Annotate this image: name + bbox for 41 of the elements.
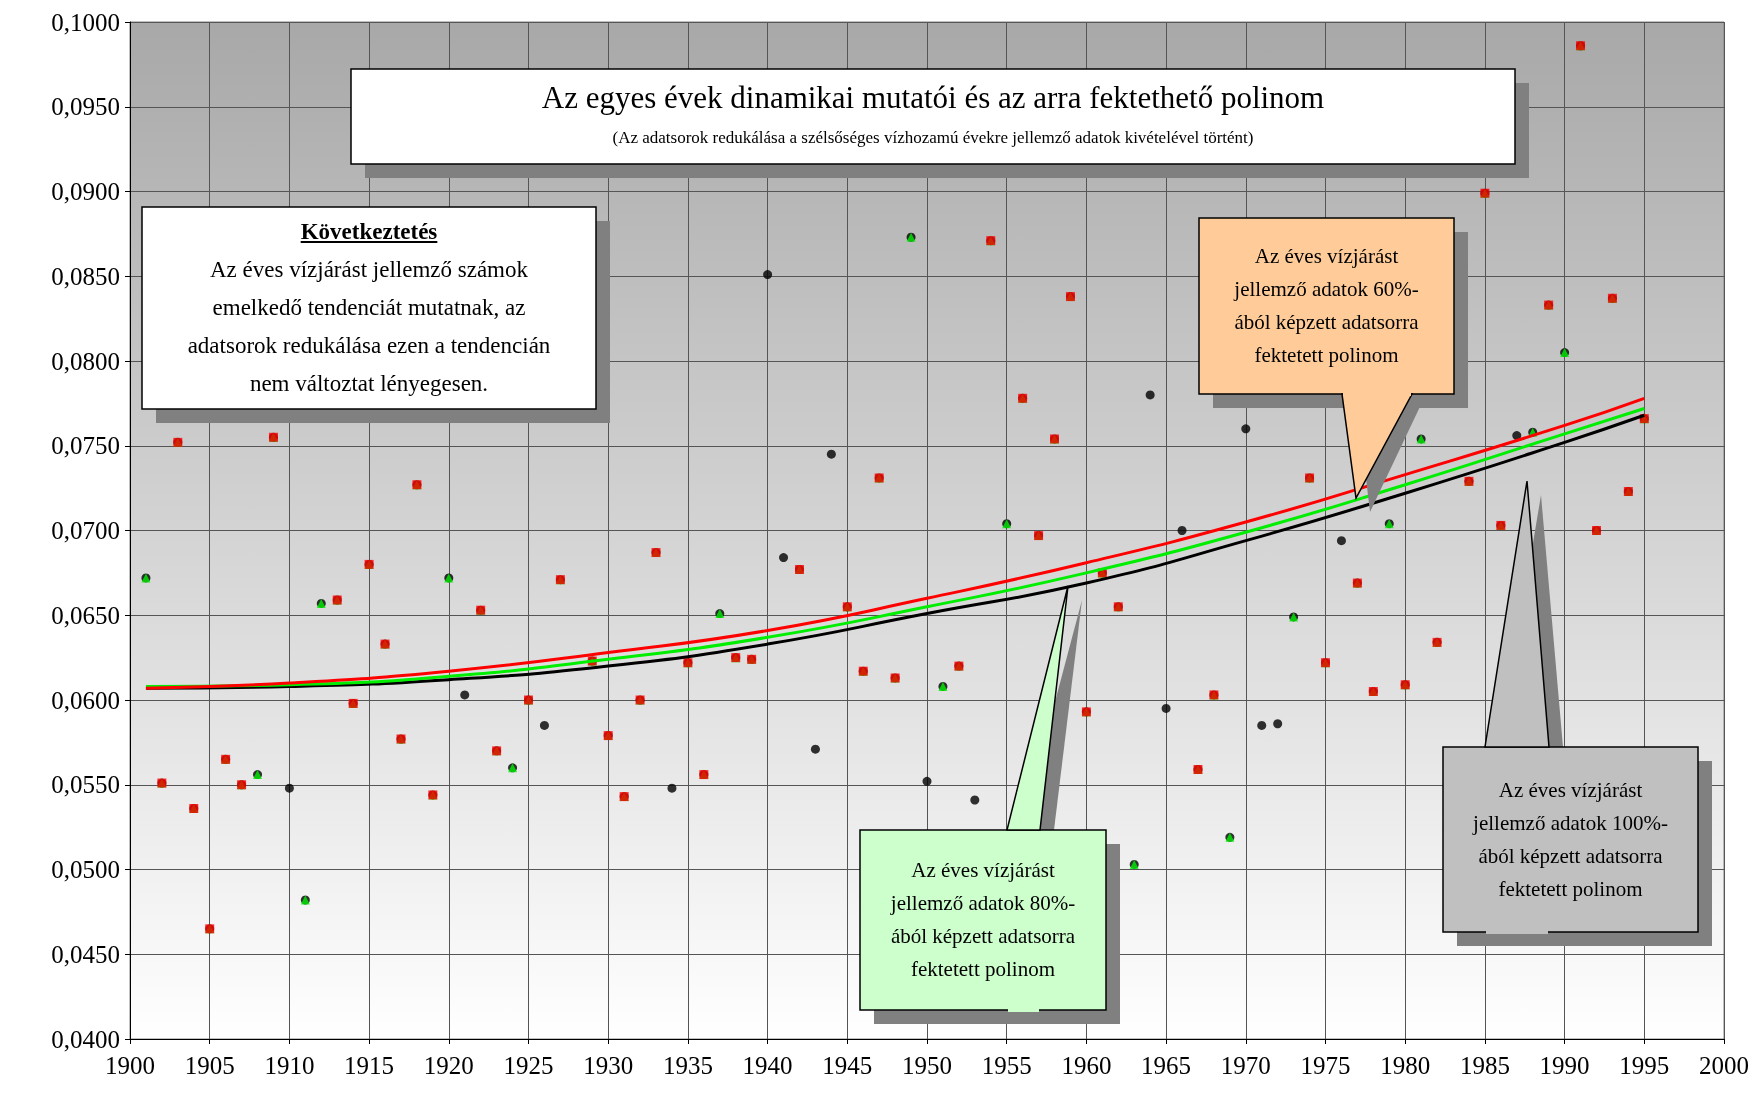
y-tick-label: 0,0400 bbox=[51, 1025, 120, 1053]
x-tick-label: 1940 bbox=[742, 1052, 793, 1079]
y-tick-label: 0,0500 bbox=[51, 856, 120, 883]
x-tick-label: 1980 bbox=[1380, 1052, 1431, 1079]
y-tick-label: 0,1000 bbox=[51, 8, 120, 36]
x-tick-label: 1995 bbox=[1619, 1052, 1670, 1079]
x-tick-label: 1925 bbox=[503, 1052, 554, 1079]
y-tick-label: 0,0550 bbox=[51, 771, 120, 799]
x-tick-label: 1960 bbox=[1061, 1052, 1112, 1079]
x-tick-label: 1935 bbox=[662, 1052, 713, 1079]
x-tick-label: 1930 bbox=[583, 1052, 634, 1079]
x-tick-label: 1915 bbox=[344, 1052, 395, 1079]
x-tick-label: 1975 bbox=[1300, 1052, 1351, 1079]
annotation: Az éves vízjárást jellemző adatok 80%- ából képzett adatsorra fektetett polinom bbox=[890, 857, 1076, 983]
y-tick-label: 0,0650 bbox=[51, 601, 120, 629]
x-tick-label: 1905 bbox=[184, 1052, 235, 1079]
x-tick-label: 1985 bbox=[1459, 1052, 1510, 1079]
annotation: Az éves vízjárást jellemző adatok 60%- ából képzett adatsorra fektetett polinom bbox=[1234, 243, 1419, 369]
y-tick-label: 0,0450 bbox=[51, 940, 120, 968]
text: (Az adatsorok redukálása a szélsőséges vízhozamú évekre jellemző adatok kivételével történt) bbox=[611, 127, 1255, 149]
y-tick-label: 0,0600 bbox=[51, 686, 120, 714]
annotation: Az éves vízjárást jellemző számok emelkedő tendenciát mutatnak, az adatsorok redukálása ezen a tendencián nem változtat lényegesen. bbox=[187, 256, 551, 398]
y-tick-label: 0,0800 bbox=[51, 347, 120, 375]
x-tick-label: 1945 bbox=[822, 1052, 873, 1079]
x-tick-label: 2000 bbox=[1699, 1052, 1749, 1079]
x-tick-label: 1970 bbox=[1220, 1052, 1271, 1079]
y-tick-label: 0,0850 bbox=[51, 262, 120, 290]
x-tick-label: 1965 bbox=[1141, 1052, 1192, 1079]
annotation: Következtetés bbox=[300, 218, 438, 246]
y-tick-label: 0,0950 bbox=[51, 93, 120, 121]
y-tick-label: 0,0750 bbox=[51, 432, 120, 460]
x-tick-label: 1950 bbox=[902, 1052, 952, 1079]
text: Az egyes évek dinamikai mutatói és az arra fektethető polinom bbox=[540, 79, 1326, 117]
annotation: Az éves vízjárást jellemző adatok 100%- ából képzett adatsorra fektetett polinom bbox=[1473, 776, 1668, 903]
x-tick-label: 1955 bbox=[981, 1052, 1032, 1079]
x-tick-label: 1900 bbox=[105, 1052, 155, 1079]
x-tick-label: 1990 bbox=[1539, 1052, 1590, 1079]
y-tick-label: 0,0900 bbox=[51, 178, 120, 205]
x-tick-label: 1920 bbox=[423, 1052, 474, 1079]
y-tick-label: 0,0700 bbox=[51, 517, 120, 544]
x-tick-label: 1910 bbox=[264, 1052, 315, 1079]
